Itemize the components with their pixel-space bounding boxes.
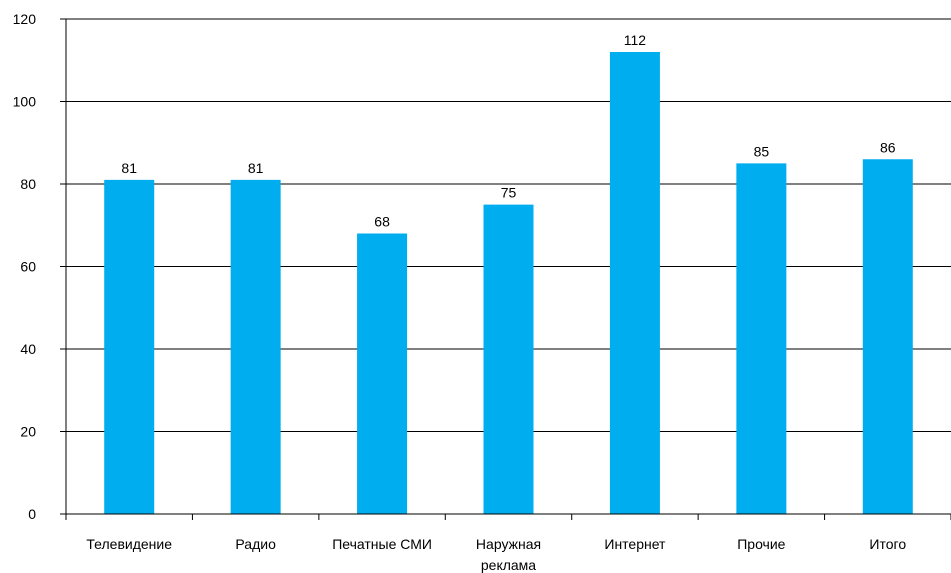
- x-tick-label: Интернет: [604, 536, 666, 552]
- axes: [60, 18, 951, 520]
- bar: [104, 179, 155, 514]
- bar: [736, 163, 787, 514]
- bar: [230, 179, 281, 514]
- data-label: 86: [880, 139, 896, 155]
- x-tick-label: Наружная: [476, 536, 541, 552]
- data-label: 81: [248, 160, 264, 176]
- x-tick-label: Телевидение: [86, 536, 172, 552]
- y-tick-label: 40: [20, 341, 36, 357]
- y-tick-label: 120: [13, 11, 37, 27]
- y-tick-label: 100: [13, 94, 37, 110]
- bar: [862, 159, 913, 514]
- x-tick-label: Прочие: [737, 536, 785, 552]
- bar-series: [104, 52, 913, 514]
- y-tick-labels: 0 20 40 60 80 100 120: [13, 11, 37, 522]
- y-tick-label: 80: [20, 176, 36, 192]
- bar: [357, 233, 408, 514]
- x-tick-label: Печатные СМИ: [332, 536, 432, 552]
- data-labels: 81 81 68 75 112 85 86: [121, 32, 895, 230]
- y-tick-label: 20: [20, 424, 36, 440]
- data-label: 68: [374, 214, 390, 230]
- y-tick-label: 60: [20, 259, 36, 275]
- data-label: 75: [501, 185, 517, 201]
- x-tick-label: Итого: [869, 536, 906, 552]
- x-tick-label: Радио: [235, 536, 276, 552]
- x-tick-label: реклама: [481, 557, 536, 573]
- x-tick-labels: Телевидение Радио Печатные СМИ Наружная рекл…: [86, 536, 906, 573]
- data-label: 112: [624, 32, 647, 48]
- data-label: 81: [121, 160, 137, 176]
- y-tick-label: 0: [28, 506, 36, 522]
- bar: [483, 204, 534, 514]
- bar: [609, 52, 660, 514]
- data-label: 85: [754, 143, 770, 159]
